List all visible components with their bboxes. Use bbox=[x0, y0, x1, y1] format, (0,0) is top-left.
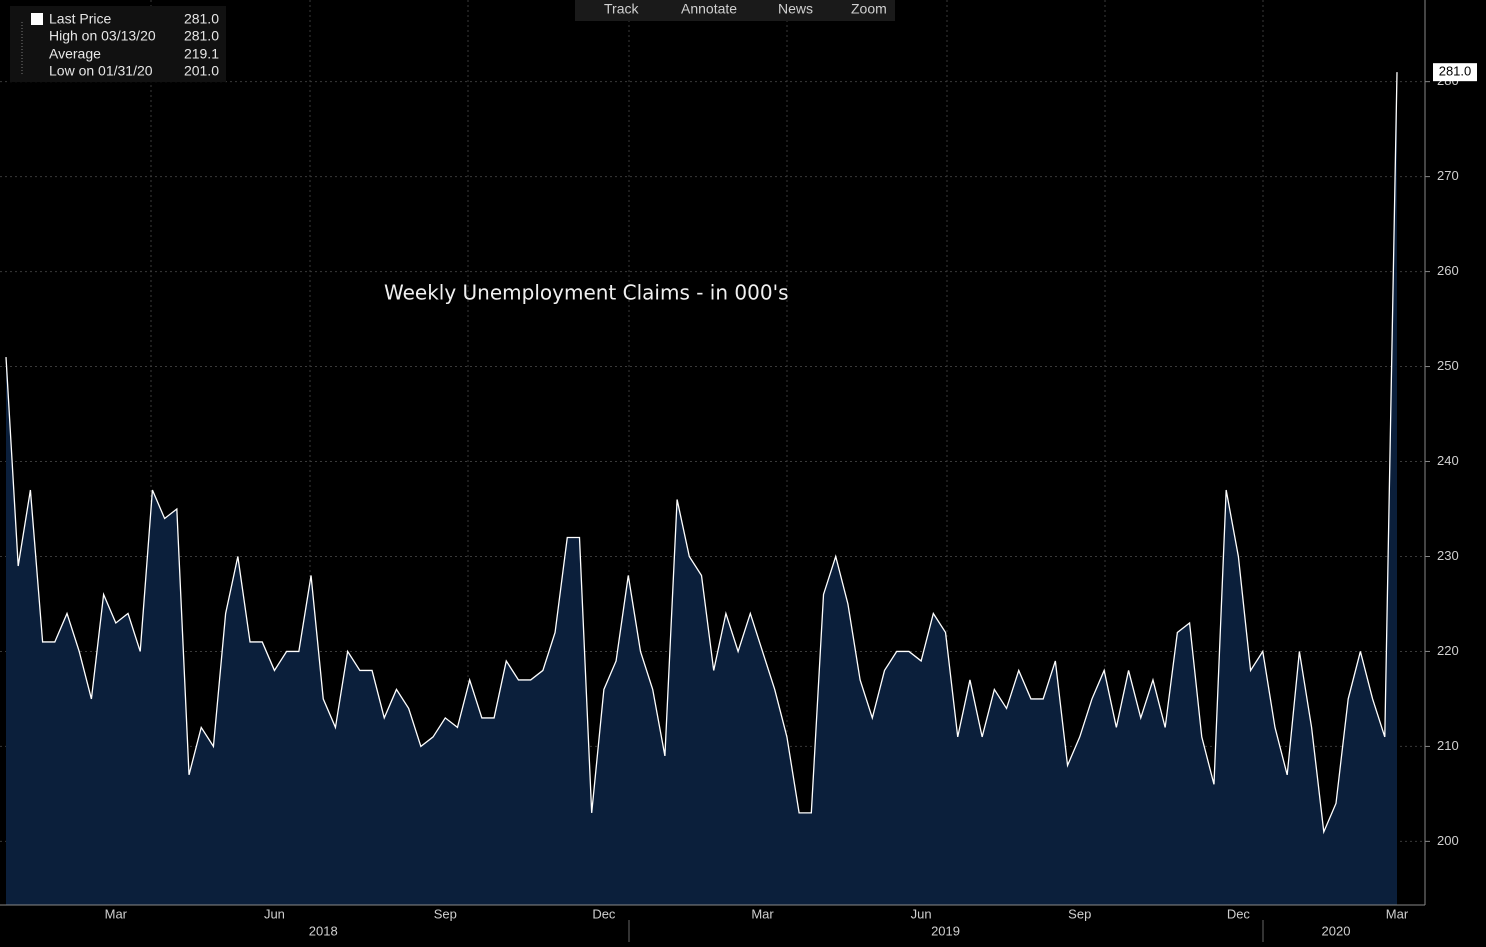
area bbox=[6, 72, 1397, 905]
legend-label: High on 03/13/20 bbox=[49, 28, 156, 44]
y-tick-label: 240 bbox=[1437, 453, 1459, 468]
legend-label: Last Price bbox=[49, 11, 111, 27]
x-year-label: 2020 bbox=[1322, 923, 1351, 938]
x-tick-label: Mar bbox=[751, 906, 774, 921]
y-tick-label: 230 bbox=[1437, 548, 1459, 563]
annotate-button[interactable]: Annotate bbox=[681, 1, 737, 17]
y-tick-label: 210 bbox=[1437, 738, 1459, 753]
legend-value: 201.0 bbox=[184, 63, 219, 79]
zoom-button[interactable]: Zoom bbox=[851, 1, 887, 17]
legend-label: Average bbox=[49, 46, 101, 62]
y-tick-label: 270 bbox=[1437, 168, 1459, 183]
track-button[interactable]: Track bbox=[604, 1, 639, 17]
x-tick-label: Sep bbox=[434, 906, 457, 921]
legend-label: Low on 01/31/20 bbox=[49, 63, 153, 79]
x-year-label: 2018 bbox=[309, 923, 338, 938]
legend-value: 281.0 bbox=[184, 11, 219, 27]
legend-value: 281.0 bbox=[184, 28, 219, 44]
toolbar-bg bbox=[575, 0, 895, 21]
legend-box bbox=[10, 6, 226, 82]
x-tick-label: Jun bbox=[264, 906, 285, 921]
x-tick-label: Mar bbox=[105, 906, 128, 921]
y-tick-label: 250 bbox=[1437, 358, 1459, 373]
y-tick-label: 260 bbox=[1437, 263, 1459, 278]
toolbar: Track Annotate News Zoom bbox=[575, 0, 895, 21]
x-tick-label: Mar bbox=[1386, 906, 1409, 921]
annotation: Weekly Unemployment Claims - in 000's bbox=[384, 281, 788, 305]
toolbar-button[interactable]: News bbox=[778, 1, 813, 17]
y-tick-label: 200 bbox=[1437, 833, 1459, 848]
last-value-tag bbox=[1433, 63, 1477, 82]
x-tick-label: Jun bbox=[911, 906, 932, 921]
toolbar-button[interactable]: Annotate bbox=[681, 1, 737, 17]
last-value-label: 281.0 bbox=[1439, 64, 1472, 79]
x-tick-label: Dec bbox=[1227, 906, 1251, 921]
legend-value: 219.1 bbox=[184, 46, 219, 62]
legend: Last Price 281.0 High on 03/13/20 281.0 … bbox=[10, 6, 226, 82]
line bbox=[5, 72, 1398, 835]
legend-swatch bbox=[31, 13, 43, 25]
toolbar-button[interactable]: Track bbox=[604, 1, 639, 17]
toolbar-button[interactable]: Zoom bbox=[851, 1, 887, 17]
x-tick-label: Dec bbox=[592, 906, 616, 921]
y-tick-label: 220 bbox=[1437, 643, 1459, 658]
news-button[interactable]: News bbox=[778, 1, 813, 17]
plot-area bbox=[0, 72, 1425, 905]
x-tick-label: Sep bbox=[1068, 906, 1091, 921]
x-year-label: 2019 bbox=[931, 923, 960, 938]
quarter-grid bbox=[150, 0, 1264, 905]
